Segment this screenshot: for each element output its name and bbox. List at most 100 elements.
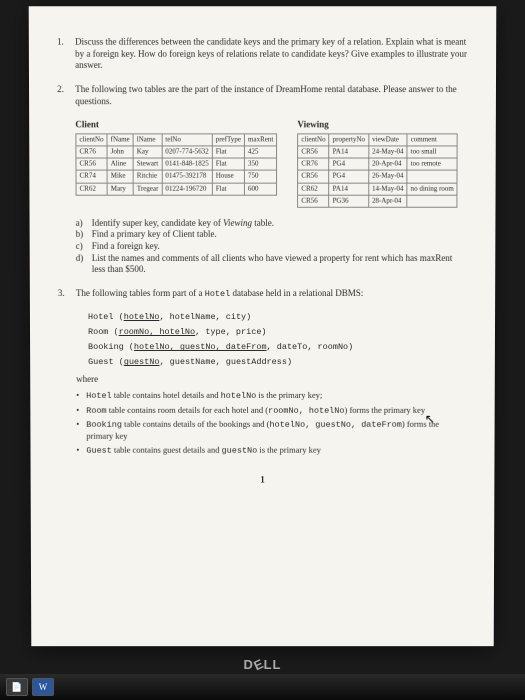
sc-txt: Find a foreign key. — [92, 241, 160, 253]
table-row: CR56PA1424-May-04too small — [298, 146, 458, 158]
question-3: 3. The following tables form part of a H… — [58, 288, 467, 300]
taskbar-app-2[interactable]: W — [32, 678, 54, 696]
table-row: CR62PA1414-May-04no dining room — [298, 183, 457, 195]
cell: PG36 — [329, 195, 368, 207]
cell: too small — [407, 146, 457, 158]
cell: CR56 — [298, 146, 329, 158]
cell: Flat — [212, 183, 244, 195]
cell: Flat — [212, 146, 244, 158]
client-h1: fName — [107, 134, 133, 146]
cell: 0207-774-5632 — [162, 146, 212, 158]
q2-number: 2. — [57, 84, 75, 108]
cell: 0141-848-1825 — [162, 158, 212, 170]
where-label: where — [76, 374, 467, 386]
client-h2: lName — [133, 134, 162, 146]
cell: CR56 — [298, 170, 329, 182]
cell: 01224-196720 — [162, 183, 212, 195]
viewing-table-wrap: Viewing clientNo propertyNo viewDate com… — [297, 120, 458, 208]
cell: 350 — [244, 158, 276, 170]
cell: 24-May-04 — [369, 146, 408, 158]
sb-lbl: b) — [76, 229, 92, 241]
cell: 750 — [244, 170, 276, 182]
viewing-title: Viewing — [297, 120, 458, 132]
taskbar[interactable]: 📄 W — [0, 674, 525, 700]
schema-notes: Hotel table contains hotel details and h… — [76, 390, 467, 457]
sa-txt: Identify super key, candidate key of Vie… — [92, 217, 274, 229]
cell: John — [107, 146, 133, 158]
note-booking: Booking table contains details of the bo… — [76, 419, 466, 443]
viewing-h0: clientNo — [298, 134, 329, 146]
note-guest: Guest table contains guest details and g… — [76, 445, 466, 457]
cell: 425 — [244, 146, 276, 158]
cell: CR56 — [76, 158, 107, 170]
q3-text: The following tables form part of a Hote… — [76, 288, 467, 300]
cell — [407, 170, 457, 182]
client-h3: telNo — [162, 134, 212, 146]
cell: CR76 — [298, 158, 329, 170]
cell: 14-May-04 — [368, 183, 407, 195]
table-row: CR56AlineStewart0141-848-1825Flat350 — [76, 158, 277, 170]
cursor-icon: ↖ — [425, 412, 435, 428]
q3-number: 3. — [58, 288, 76, 300]
cell: House — [212, 170, 244, 182]
client-table: clientNo fName lName telNo prefType maxR… — [75, 133, 277, 195]
table-row: CR56PG426-May-04 — [298, 170, 458, 182]
client-table-wrap: Client clientNo fName lName telNo prefTy… — [75, 120, 277, 208]
cell: CR62 — [298, 183, 329, 195]
schema-room: Room (roomNo, hotelNo, type, price) — [88, 327, 467, 338]
q1-text: Discuss the differences between the cand… — [75, 37, 468, 72]
sb-txt: Find a primary key of Client table. — [92, 229, 217, 241]
cell: Aline — [107, 158, 133, 170]
cell: too remote — [407, 158, 457, 170]
client-h5: maxRent — [244, 134, 276, 146]
sa-lbl: a) — [76, 217, 92, 229]
table-row: CR56PG3628-Apr-04 — [298, 195, 457, 207]
schema-hotel: Hotel (hotelNo, hotelName, city) — [88, 312, 467, 323]
client-h0: clientNo — [76, 134, 107, 146]
note-room: Room table contains room details for eac… — [76, 404, 466, 416]
viewing-h1: propertyNo — [329, 134, 368, 146]
client-h4: prefType — [212, 134, 244, 146]
cell: 01475-392178 — [162, 170, 212, 182]
cell: PA14 — [329, 183, 368, 195]
cell: Stewart — [133, 158, 162, 170]
cell: Tregear — [133, 183, 162, 195]
cell: CR74 — [76, 170, 107, 182]
cell: CR76 — [76, 146, 107, 158]
cell: Ritchie — [133, 170, 162, 182]
viewing-h2: viewDate — [369, 134, 408, 146]
cell: PG4 — [329, 158, 368, 170]
sd-lbl: d) — [76, 253, 92, 276]
viewing-h3: comment — [407, 134, 457, 146]
document-page: 1. Discuss the differences between the c… — [29, 6, 497, 646]
question-1: 1. Discuss the differences between the c… — [57, 37, 468, 72]
taskbar-app-1[interactable]: 📄 — [6, 678, 28, 696]
table-row: CR62MaryTregear01224-196720Flat600 — [76, 183, 277, 195]
table-row: CR74MikeRitchie01475-392178House750 — [76, 170, 277, 182]
cell: Mary — [107, 183, 133, 195]
schema-guest: Guest (guestNo, guestName, guestAddress) — [88, 357, 467, 368]
cell: no dining room — [407, 183, 457, 195]
cell: Flat — [212, 158, 244, 170]
sd-txt: List the names and comments of all clien… — [92, 253, 467, 276]
cell: 28-Apr-04 — [368, 195, 407, 207]
cell: 26-May-04 — [368, 170, 407, 182]
laptop-brand: DELL — [244, 657, 282, 672]
schema-booking: Booking (hotelNo, guestNo, dateFrom, dat… — [88, 342, 467, 353]
client-title: Client — [75, 120, 277, 132]
q1-number: 1. — [57, 37, 75, 72]
table-row: CR76JohnKay0207-774-5632Flat425 — [76, 146, 277, 158]
cell: 600 — [244, 183, 276, 195]
cell: Mike — [107, 170, 133, 182]
q2-subparts: a)Identify super key, candidate key of V… — [76, 217, 468, 276]
cell: CR62 — [76, 183, 107, 195]
table-row: CR76PG420-Apr-04too remote — [298, 158, 458, 170]
cell: 20-Apr-04 — [368, 158, 407, 170]
cell — [407, 195, 457, 207]
cell: PA14 — [329, 146, 368, 158]
page-number: 1 — [59, 475, 467, 487]
sc-lbl: c) — [76, 241, 92, 253]
viewing-table: clientNo propertyNo viewDate comment CR5… — [297, 133, 458, 207]
cell: Kay — [133, 146, 162, 158]
q2-text: The following two tables are the part of… — [75, 84, 468, 108]
